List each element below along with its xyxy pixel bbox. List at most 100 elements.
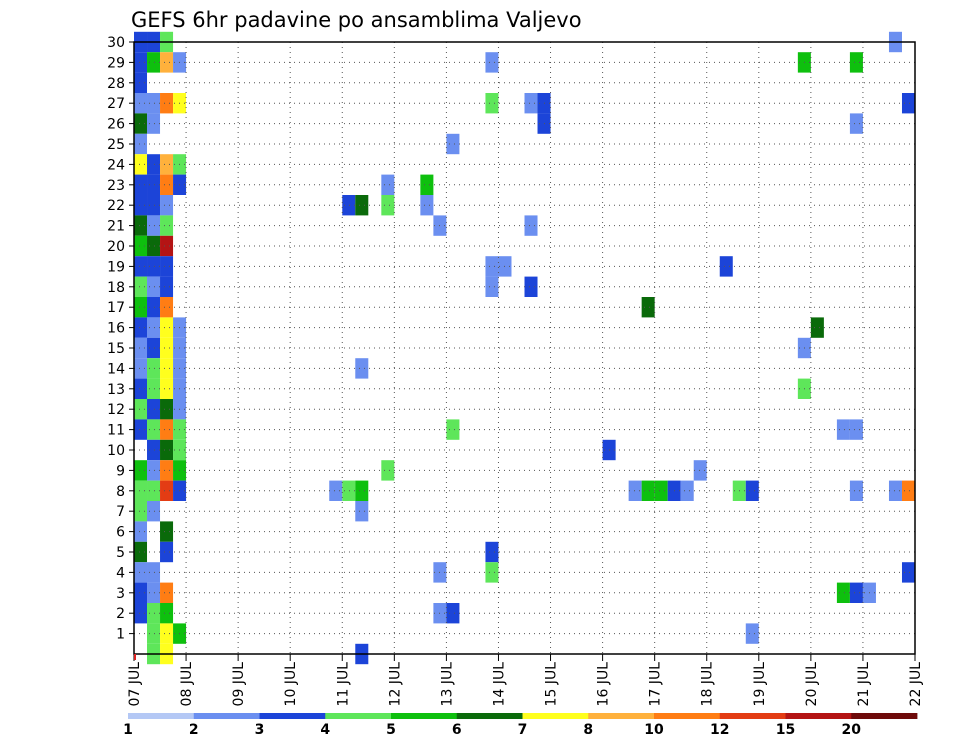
heatmap-cell xyxy=(147,235,161,257)
heatmap-cell xyxy=(134,603,148,624)
heatmap-cell xyxy=(355,480,369,501)
heatmap-cell xyxy=(147,378,161,399)
x-tick-label: 10 JUL xyxy=(283,662,299,707)
legend-swatch xyxy=(391,713,458,719)
y-tick-label: 21 xyxy=(107,219,125,235)
heatmap-cell xyxy=(160,623,174,644)
heatmap-cell xyxy=(147,460,161,481)
legend-swatch xyxy=(128,713,195,719)
y-tick-label: 18 xyxy=(107,280,125,296)
heatmap-cell xyxy=(160,93,174,114)
heatmap-cell xyxy=(147,358,161,379)
heatmap-cell xyxy=(134,337,148,359)
legend-label: 6 xyxy=(452,722,462,738)
heatmap-cell xyxy=(134,399,148,420)
y-tick-label: 2 xyxy=(116,606,125,622)
heatmap-cell xyxy=(446,603,460,624)
x-tick-label: 16 JUL xyxy=(596,662,612,707)
heatmap-cell xyxy=(134,541,148,563)
heatmap-cell xyxy=(147,562,161,583)
x-axis: 07 JUL 08 JUL 09 JUL 10 JUL 11 JUL 12 JUL 13 J… xyxy=(127,654,924,706)
heatmap-cell xyxy=(160,52,174,73)
y-tick-label: 5 xyxy=(116,545,125,561)
legend-swatch xyxy=(588,713,655,719)
x-tick-label: 22 JUL xyxy=(908,662,924,707)
x-tick-label: 09 JUL xyxy=(231,662,247,707)
heatmap-cell xyxy=(134,93,148,114)
heatmap-cell xyxy=(485,562,499,583)
heatmap-cell xyxy=(485,256,499,277)
y-axis: 1234567891011121314151617181920212223242… xyxy=(107,35,134,643)
heatmap-cell xyxy=(134,501,148,522)
heatmap-cell xyxy=(147,276,161,297)
heatmap-cell xyxy=(147,52,161,73)
y-tick-label: 29 xyxy=(107,55,125,71)
heatmap-cell xyxy=(381,174,395,195)
legend-swatch xyxy=(654,713,721,719)
y-tick-label: 10 xyxy=(107,443,125,459)
heatmap-cell xyxy=(745,623,759,644)
heatmap-cell xyxy=(134,276,148,297)
y-tick-label: 17 xyxy=(107,300,125,316)
heatmap-cell xyxy=(160,603,174,624)
heatmap-cell xyxy=(160,317,174,338)
legend-swatch xyxy=(325,713,392,719)
legend-label: 5 xyxy=(386,722,396,738)
heatmap-cell xyxy=(719,256,733,277)
heatmap-cell xyxy=(147,582,161,603)
heatmap-cell xyxy=(134,195,148,216)
heatmap-cell xyxy=(446,133,460,155)
heatmap-cell xyxy=(134,256,148,277)
heatmap-cell xyxy=(160,419,174,440)
heatmap-cell xyxy=(160,358,174,379)
heatmap-cell xyxy=(901,480,915,501)
heatmap-cell xyxy=(628,480,642,501)
x-tick-label: 08 JUL xyxy=(179,662,195,707)
heatmap-cell xyxy=(147,195,161,216)
heatmap-cell xyxy=(524,93,538,114)
legend-swatch xyxy=(719,713,786,719)
x-tick-label: 14 JUL xyxy=(491,662,507,707)
legend-label: 4 xyxy=(320,722,330,738)
heatmap-cell xyxy=(641,480,655,501)
heatmap-cell xyxy=(849,480,863,501)
heatmap-cell xyxy=(147,501,161,522)
x-tick-label: 18 JUL xyxy=(700,662,716,707)
heatmap-cell xyxy=(134,235,148,257)
heatmap-cell xyxy=(147,256,161,277)
heatmap-cell xyxy=(147,439,161,461)
y-tick-label: 3 xyxy=(116,586,125,602)
heatmap-cell xyxy=(329,480,343,501)
heatmap-cell xyxy=(134,521,148,542)
legend-swatch xyxy=(785,713,852,719)
heatmap-cell xyxy=(160,480,174,501)
heatmap-cell xyxy=(147,174,161,195)
x-tick-label: 13 JUL xyxy=(439,662,455,707)
heatmap-cell xyxy=(693,460,707,481)
y-tick-label: 11 xyxy=(107,423,125,439)
heatmap-cell xyxy=(147,603,161,624)
y-tick-label: 25 xyxy=(107,137,125,153)
y-tick-label: 22 xyxy=(107,198,125,214)
y-tick-label: 4 xyxy=(116,565,125,581)
heatmap-cell xyxy=(901,93,915,114)
heatmap-cell xyxy=(524,215,538,236)
x-tick-label: 17 JUL xyxy=(648,662,664,707)
heatmap-cell xyxy=(134,174,148,195)
heatmap-cell xyxy=(849,52,863,73)
heatmap-cell xyxy=(134,52,148,73)
heatmap-cell xyxy=(836,582,850,603)
heatmap-cell xyxy=(160,297,174,318)
heatmap-cell xyxy=(641,297,655,318)
x-tick-label: 19 JUL xyxy=(752,662,768,707)
heatmap-cell xyxy=(134,460,148,481)
heatmap-cell xyxy=(147,419,161,440)
heatmap-cell xyxy=(147,93,161,114)
heatmap-cell xyxy=(160,276,174,297)
heatmap-cell xyxy=(134,215,148,236)
heatmap-cell xyxy=(134,562,148,583)
heatmap-cell xyxy=(147,337,161,359)
y-tick-label: 15 xyxy=(107,341,125,357)
heatmap-cell xyxy=(485,93,499,114)
y-tick-label: 9 xyxy=(116,463,125,479)
